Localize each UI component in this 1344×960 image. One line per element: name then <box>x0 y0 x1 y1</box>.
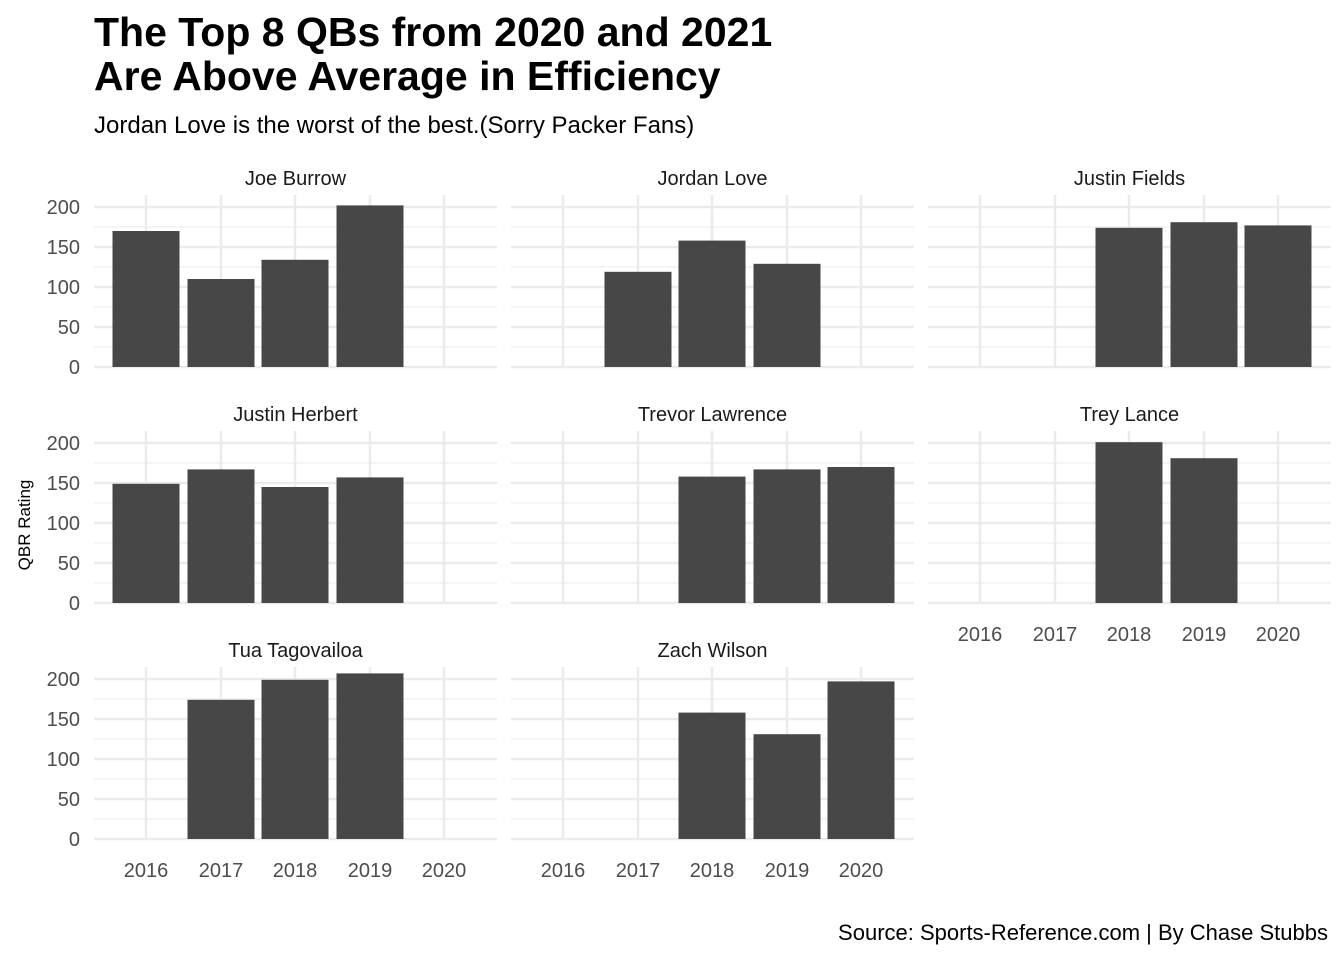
x-tick-label: 2016 <box>124 860 169 882</box>
facet-panel: Trey Lance 2016 2017 2018 2019 2020 <box>928 404 1331 646</box>
x-tick-label: 2017 <box>199 860 244 882</box>
y-tick-label: 100 <box>47 277 80 299</box>
y-tick-label: 0 <box>69 829 80 851</box>
x-tick-label: 2016 <box>958 624 1003 646</box>
bar <box>187 469 255 603</box>
facet-panel: Jordan Love <box>511 168 914 369</box>
bar <box>1244 225 1312 367</box>
facet-panel: Trevor Lawrence <box>511 404 914 605</box>
chart-title-line-1: The Top 8 QBs from 2020 and 2021 <box>94 9 773 55</box>
facet-panel: Joe Burrow 0 50 100 150 200 <box>47 168 497 379</box>
facet-panel: Tua Tagovailoa 0 50 100 150 200 2016 2017 2018 20… <box>47 640 497 882</box>
x-tick-label: 2017 <box>616 860 661 882</box>
bar <box>187 279 255 367</box>
bar <box>678 476 746 603</box>
x-tick-label: 2020 <box>839 860 884 882</box>
bar <box>187 699 255 839</box>
bar <box>1170 222 1238 367</box>
bar <box>1095 227 1163 367</box>
chart-caption: Source: Sports-Reference.com | By Chase … <box>838 920 1328 945</box>
facet-label: Trevor Lawrence <box>638 404 787 426</box>
bar <box>753 469 821 603</box>
x-tick-label: 2016 <box>541 860 586 882</box>
x-tick-label: 2019 <box>1182 624 1227 646</box>
x-tick-label: 2020 <box>422 860 467 882</box>
x-tick-label: 2018 <box>273 860 318 882</box>
bar <box>112 483 180 603</box>
y-tick-label: 200 <box>47 433 80 455</box>
facet-label: Jordan Love <box>657 168 767 190</box>
facet-panel: Justin Fields <box>928 168 1331 369</box>
y-tick-label: 100 <box>47 513 80 535</box>
bar <box>753 263 821 367</box>
y-tick-label: 150 <box>47 709 80 731</box>
bar <box>678 240 746 367</box>
y-tick-label: 150 <box>47 237 80 259</box>
bar <box>678 712 746 839</box>
bar <box>827 681 895 839</box>
facet-label: Trey Lance <box>1080 404 1179 426</box>
bar <box>261 487 329 603</box>
bar <box>1170 458 1238 603</box>
x-tick-label: 2018 <box>1107 624 1152 646</box>
bar <box>827 467 895 603</box>
x-tick-label: 2019 <box>348 860 393 882</box>
x-tick-label: 2018 <box>690 860 735 882</box>
y-axis-title: QBR Rating <box>15 480 34 571</box>
chart-title-line-2: Are Above Average in Efficiency <box>94 53 721 99</box>
chart-title: The Top 8 QBs from 2020 and 2021 Are Abo… <box>94 10 772 98</box>
y-tick-label: 50 <box>58 553 80 575</box>
bar <box>753 734 821 839</box>
y-tick-label: 150 <box>47 473 80 495</box>
facet-label: Justin Herbert <box>233 404 358 426</box>
facet-panel: Zach Wilson 2016 2017 2018 2019 2020 <box>511 640 914 882</box>
y-tick-label: 50 <box>58 789 80 811</box>
y-tick-label: 100 <box>47 749 80 771</box>
bar <box>261 679 329 839</box>
bar <box>604 271 672 367</box>
chart-subtitle: Jordan Love is the worst of the best.(So… <box>94 112 695 139</box>
bar <box>261 259 329 367</box>
facet-label: Joe Burrow <box>245 168 347 190</box>
y-tick-label: 50 <box>58 317 80 339</box>
facet-panel: Justin Herbert 0 50 100 150 200 <box>47 404 497 615</box>
bar <box>112 231 180 367</box>
facet-label: Zach Wilson <box>657 640 767 662</box>
x-tick-label: 2020 <box>1256 624 1301 646</box>
y-tick-label: 0 <box>69 357 80 379</box>
x-tick-label: 2017 <box>1033 624 1078 646</box>
bar <box>1095 442 1163 603</box>
bar <box>336 673 404 839</box>
facet-label: Justin Fields <box>1074 168 1185 190</box>
y-tick-label: 200 <box>47 197 80 219</box>
x-tick-label: 2019 <box>765 860 810 882</box>
facet-label: Tua Tagovailoa <box>228 640 363 662</box>
bar <box>336 477 404 603</box>
y-tick-label: 200 <box>47 669 80 691</box>
bar <box>336 205 404 367</box>
y-tick-label: 0 <box>69 593 80 615</box>
